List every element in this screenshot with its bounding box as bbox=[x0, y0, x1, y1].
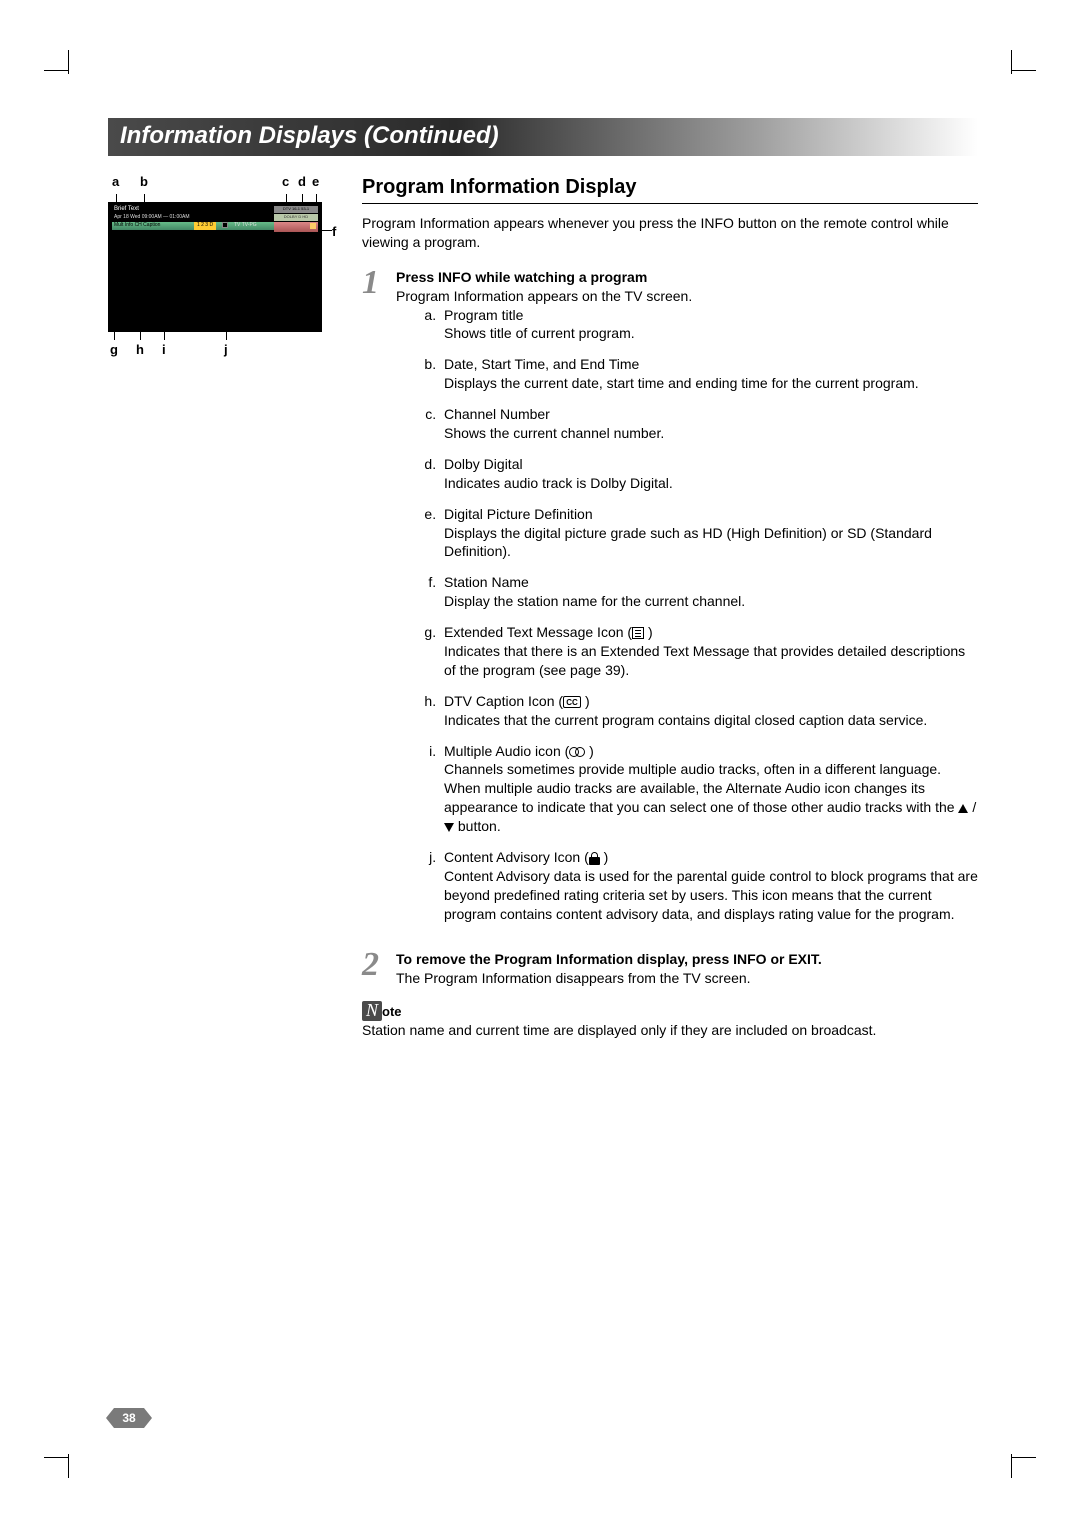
thumb-logo bbox=[274, 222, 318, 232]
def-b-body: Displays the current date, start time an… bbox=[444, 375, 919, 391]
def-g: Extended Text Message Icon ( )Indicates … bbox=[440, 623, 978, 680]
def-c-head: Channel Number bbox=[444, 406, 550, 422]
def-i-body: Channels sometimes provide multiple audi… bbox=[444, 761, 958, 815]
def-e-head: Digital Picture Definition bbox=[444, 506, 593, 522]
thumb-rating: TV TV-PG bbox=[234, 222, 257, 228]
thumb-row3: Mult Info CH Caption bbox=[112, 222, 160, 228]
def-c: Channel Number Shows the current channel … bbox=[440, 405, 978, 443]
thumb-lock-icon bbox=[222, 222, 228, 228]
def-f: Station Name Display the station name for… bbox=[440, 573, 978, 611]
callout-e: e bbox=[312, 174, 319, 189]
def-a: Program title Shows title of current prog… bbox=[440, 306, 978, 344]
def-j-head: Content Advisory Icon ( bbox=[444, 849, 589, 865]
cc-icon: CC bbox=[563, 696, 581, 708]
step2-body: The Program Information disappears from … bbox=[396, 970, 751, 986]
note-body: Station name and current time are displa… bbox=[362, 1022, 876, 1038]
thumb-time: Apr 18 Wed 09:00AM — 01:00AM bbox=[114, 214, 190, 220]
def-b-head: Date, Start Time, and End Time bbox=[444, 356, 639, 372]
step1-body: Program Information appears on the TV sc… bbox=[396, 288, 692, 304]
callout-b: b bbox=[140, 174, 148, 189]
def-e-body: Displays the digital picture grade such … bbox=[444, 525, 932, 560]
thumb-chip: 1 2 3 D bbox=[194, 222, 216, 230]
up-triangle-icon bbox=[958, 804, 968, 813]
thumb-channel: DTV 16-1 53-1 bbox=[274, 206, 318, 213]
step-number-1: 1 bbox=[362, 268, 386, 936]
def-i-head: Multiple Audio icon ( bbox=[444, 743, 569, 759]
callout-h: h bbox=[136, 342, 144, 357]
def-f-head: Station Name bbox=[444, 574, 529, 590]
note-n-icon: N bbox=[362, 1001, 382, 1021]
callout-f: f bbox=[332, 224, 336, 239]
def-h-body: Indicates that the current program conta… bbox=[444, 712, 927, 728]
def-d: Dolby Digital Indicates audio track is Do… bbox=[440, 455, 978, 493]
lock-icon bbox=[589, 852, 600, 864]
def-h-head: DTV Caption Icon ( bbox=[444, 693, 563, 709]
note-ote: ote bbox=[382, 1005, 402, 1020]
def-g-body: Indicates that there is an Extended Text… bbox=[444, 643, 965, 678]
def-c-body: Shows the current channel number. bbox=[444, 425, 664, 441]
def-j-body: Content Advisory data is used for the pa… bbox=[444, 868, 978, 922]
callout-d: d bbox=[298, 174, 306, 189]
step2-head: To remove the Program Information displa… bbox=[396, 951, 822, 967]
def-i: Multiple Audio icon ( )Channels sometime… bbox=[440, 742, 978, 836]
callout-j: j bbox=[224, 342, 228, 357]
def-g-head: Extended Text Message Icon ( bbox=[444, 624, 632, 640]
page-number-badge: 38 bbox=[106, 1408, 152, 1428]
callout-c: c bbox=[282, 174, 289, 189]
def-d-head: Dolby Digital bbox=[444, 456, 523, 472]
callouts-top: a b c d e bbox=[108, 174, 340, 194]
down-triangle-icon bbox=[444, 823, 454, 832]
note-block: Note Station name and current time are d… bbox=[362, 1001, 978, 1040]
def-i-tail: button. bbox=[454, 818, 501, 834]
section-title: Program Information Display bbox=[362, 174, 978, 204]
step-1: 1 Press INFO while watching a program Pr… bbox=[362, 268, 978, 936]
callout-a: a bbox=[112, 174, 119, 189]
multi-audio-icon bbox=[569, 746, 585, 757]
title-bar: Information Displays (Continued) bbox=[108, 118, 978, 156]
def-f-body: Display the station name for the current… bbox=[444, 593, 745, 609]
def-d-body: Indicates audio track is Dolby Digital. bbox=[444, 475, 673, 491]
step1-head: Press INFO while watching a program bbox=[396, 269, 647, 285]
step-2: 2 To remove the Program Information disp… bbox=[362, 950, 978, 988]
program-info-thumbnail: Brief Text Apr 18 Wed 09:00AM — 01:00AM … bbox=[108, 202, 322, 332]
def-j: Content Advisory Icon ( )Content Advisor… bbox=[440, 848, 978, 924]
updown-sep: / bbox=[968, 799, 976, 815]
screenshot-callout-block: a b c d e Brief Text Apr 18 Wed 09:00AM … bbox=[108, 174, 340, 1040]
def-e: Digital Picture Definition Displays the d… bbox=[440, 505, 978, 562]
thumb-definition: DOLBY D HD bbox=[274, 214, 318, 221]
definitions-list: Program title Shows title of current prog… bbox=[396, 306, 978, 924]
step-number-2: 2 bbox=[362, 950, 386, 988]
def-h: DTV Caption Icon (CC )Indicates that the… bbox=[440, 692, 978, 730]
def-a-head: Program title bbox=[444, 307, 523, 323]
thumb-title: Brief Text bbox=[114, 206, 139, 212]
def-a-body: Shows title of current program. bbox=[444, 325, 635, 341]
intro-text: Program Information appears whenever you… bbox=[362, 214, 978, 252]
callout-g: g bbox=[110, 342, 118, 357]
text-message-icon bbox=[632, 627, 644, 639]
def-b: Date, Start Time, and End Time Displays t… bbox=[440, 355, 978, 393]
callout-i: i bbox=[162, 342, 166, 357]
